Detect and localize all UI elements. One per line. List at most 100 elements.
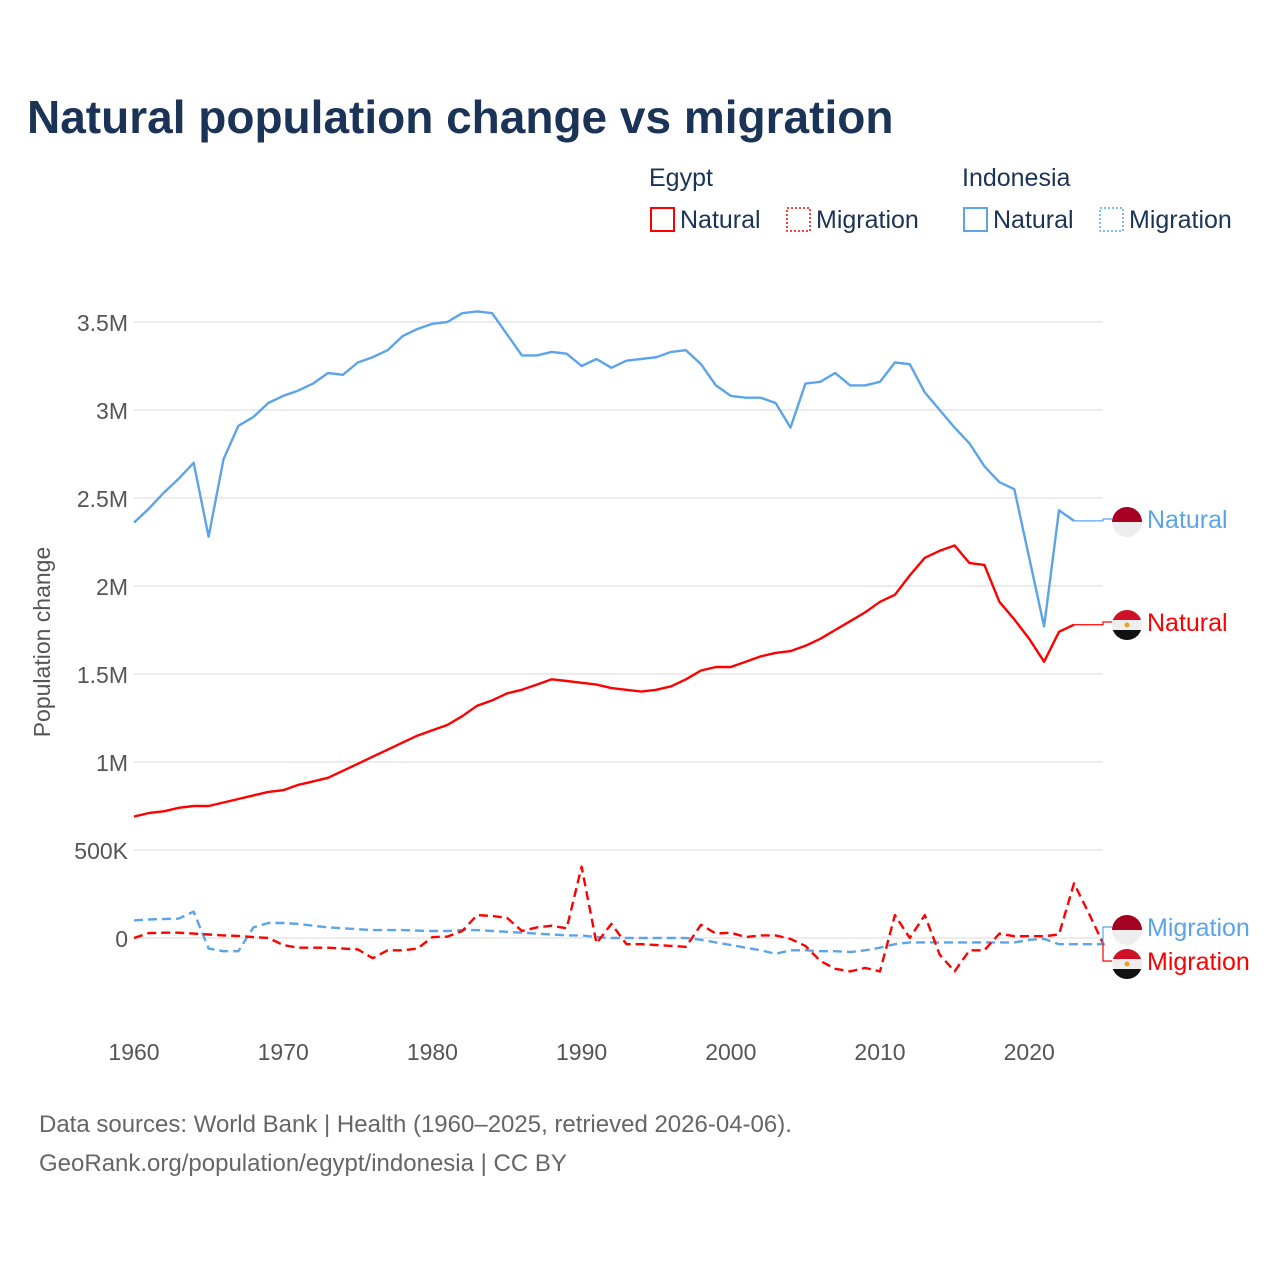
data-point [908, 940, 912, 944]
data-point [580, 865, 584, 869]
series-indonesia-natural [133, 309, 1075, 628]
data-point [535, 925, 539, 929]
data-point [296, 389, 300, 393]
label-leader [1073, 621, 1112, 626]
data-point [162, 931, 166, 935]
label-leader [1102, 944, 1112, 962]
data-point [132, 936, 136, 940]
data-point [147, 811, 151, 815]
x-tick-label: 2010 [854, 1039, 905, 1065]
data-point [162, 809, 166, 813]
data-point [923, 390, 927, 394]
series-line-indonesia-migration [133, 910, 1104, 955]
end-label-egypt-natural: Natural [1147, 609, 1228, 637]
data-point [505, 930, 509, 934]
data-point [236, 424, 240, 428]
data-point [356, 947, 360, 951]
data-point [1057, 630, 1061, 634]
data-point [356, 762, 360, 766]
data-point [236, 934, 240, 938]
legend-item-egypt-migration[interactable]: Migration [786, 206, 919, 234]
data-point [281, 921, 285, 925]
data-point [997, 940, 1001, 944]
data-point [968, 441, 972, 445]
data-point [938, 953, 942, 957]
data-point [192, 910, 196, 914]
data-point [415, 947, 419, 951]
data-point [669, 944, 673, 948]
data-point [1087, 942, 1091, 946]
data-point [759, 654, 763, 658]
data-point [565, 352, 569, 356]
data-point [699, 938, 703, 942]
data-point [296, 783, 300, 787]
data-point [1027, 934, 1031, 938]
credit-line[interactable]: GeoRank.org/population/egypt/indonesia |… [39, 1150, 567, 1177]
data-point [968, 561, 972, 565]
legend-swatch-egypt-migration [786, 207, 811, 232]
x-tick-label: 1970 [258, 1039, 309, 1065]
x-tick-label: 2000 [705, 1039, 756, 1065]
data-point [147, 918, 151, 922]
data-point [833, 949, 837, 953]
data-point [788, 426, 792, 430]
data-point [744, 396, 748, 400]
data-point [192, 804, 196, 808]
data-point [818, 959, 822, 963]
data-point [475, 309, 479, 313]
legend-item-indonesia-natural[interactable]: Natural [963, 206, 1074, 234]
data-point [222, 933, 226, 937]
data-point [624, 359, 628, 363]
data-point [893, 942, 897, 946]
data-point [968, 948, 972, 952]
y-tick-label: 2M [96, 574, 128, 600]
data-point [788, 937, 792, 941]
data-point [371, 928, 375, 932]
data-point [147, 507, 151, 511]
data-point [803, 382, 807, 386]
data-point [401, 948, 405, 952]
legend-swatch-indonesia-natural [963, 207, 988, 232]
data-point [1042, 934, 1046, 938]
data-point [1012, 617, 1016, 621]
data-point [878, 946, 882, 950]
data-point [729, 394, 733, 398]
data-point [639, 357, 643, 361]
data-point [1072, 942, 1076, 946]
data-point [938, 549, 942, 553]
data-point [669, 684, 673, 688]
data-point [356, 360, 360, 364]
legend-item-egypt-natural[interactable]: Natural [650, 206, 761, 234]
data-point [1042, 624, 1046, 628]
data-point [326, 946, 330, 950]
egypt-flag-icon [1112, 610, 1142, 640]
data-point [1042, 660, 1046, 664]
data-point [1012, 940, 1016, 944]
y-tick-label: 0 [115, 926, 128, 952]
data-point [341, 769, 345, 773]
data-point [266, 790, 270, 794]
data-point [774, 401, 778, 405]
y-tick-label: 500K [74, 838, 128, 864]
legend-item-indonesia-migration[interactable]: Migration [1099, 206, 1232, 234]
data-point [863, 966, 867, 970]
data-point [580, 681, 584, 685]
data-point [162, 917, 166, 921]
data-point [699, 668, 703, 672]
data-point [1057, 942, 1061, 946]
x-tick-label: 1990 [556, 1039, 607, 1065]
legend-label-indonesia-migration: Migration [1129, 206, 1232, 234]
data-point [639, 690, 643, 694]
data-point [177, 477, 181, 481]
data-point [848, 383, 852, 387]
data-point [386, 348, 390, 352]
data-point [684, 936, 688, 940]
data-point [266, 936, 270, 940]
data-point [311, 779, 315, 783]
data-point [460, 714, 464, 718]
data-point [236, 797, 240, 801]
data-point [415, 929, 419, 933]
data-point [654, 688, 658, 692]
data-point [580, 364, 584, 368]
data-point [923, 556, 927, 560]
